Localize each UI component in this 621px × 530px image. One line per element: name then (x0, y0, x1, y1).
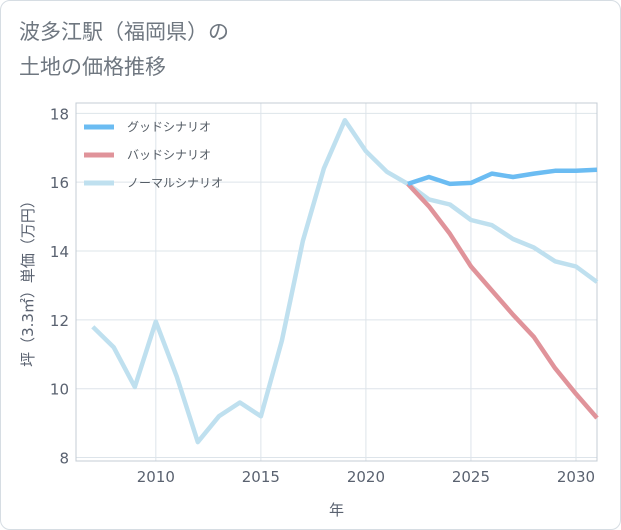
legend-label: グッドシナリオ (127, 120, 211, 134)
x-tick-label: 2025 (452, 468, 490, 486)
y-tick-label: 8 (59, 450, 69, 468)
x-axis-title: 年 (329, 501, 344, 519)
x-tick-label: 2015 (242, 468, 280, 486)
series-lines (91, 117, 599, 445)
y-tick-label: 18 (50, 105, 69, 123)
y-tick-label: 16 (50, 174, 69, 192)
y-tick-label: 10 (50, 381, 69, 399)
x-tick-label: 2010 (137, 468, 175, 486)
series-line-0 (407, 167, 598, 187)
grid (76, 103, 597, 461)
y-axis-title: 坪（3.3㎡）単価（万円） (19, 193, 37, 367)
legend-label: ノーマルシナリオ (127, 176, 223, 190)
x-tick-label: 2020 (347, 468, 385, 486)
y-tick-labels: 8 10 12 14 16 18 (50, 105, 69, 467)
y-tick-label: 14 (50, 243, 69, 261)
series-line-2 (91, 117, 599, 445)
y-tick-label: 12 (50, 312, 69, 330)
series-line-1 (406, 182, 599, 420)
legend-label: バッドシナリオ (127, 148, 211, 162)
chart-title: 波多江駅（福岡県）の 土地の価格推移 (19, 20, 229, 79)
x-tick-label: 2030 (557, 468, 595, 486)
x-tick-labels: 2010 2015 2020 2025 2030 (137, 468, 595, 486)
